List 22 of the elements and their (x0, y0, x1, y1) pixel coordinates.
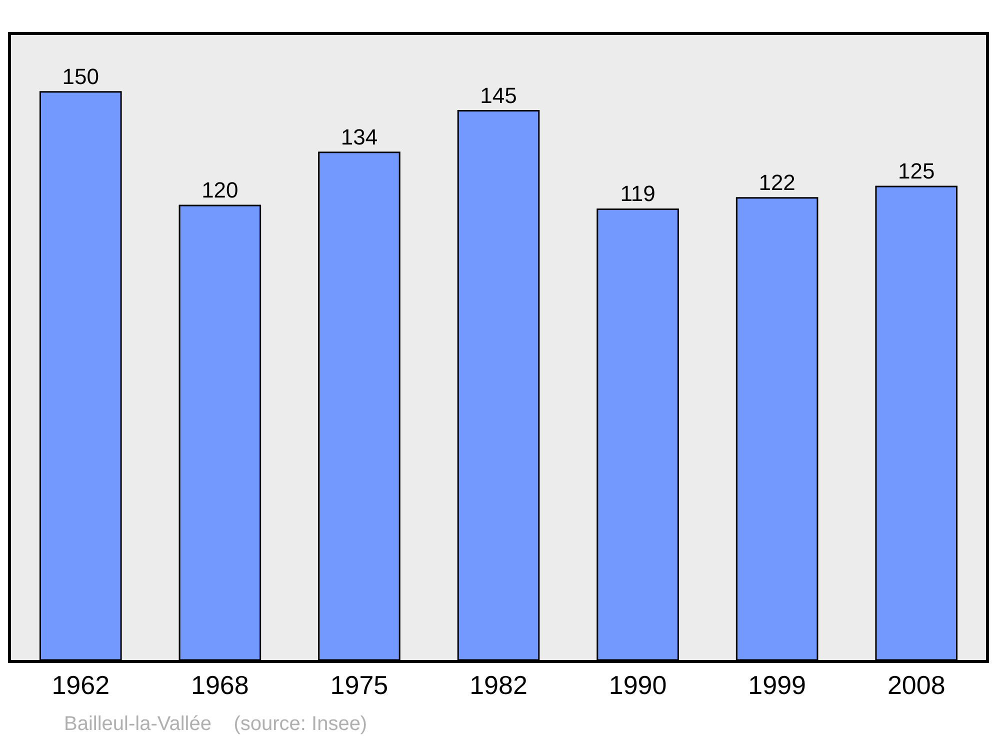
x-tick-label: 1999 (748, 670, 806, 700)
bar (875, 186, 958, 660)
bar (596, 208, 679, 660)
data-label: 122 (758, 170, 796, 195)
data-label: 125 (898, 158, 935, 184)
data-label: 119 (620, 181, 656, 206)
bar (736, 197, 818, 660)
data-label: 134 (340, 124, 378, 150)
bar (457, 110, 540, 660)
x-tick-label: 1982 (470, 670, 528, 700)
bar (178, 204, 262, 660)
x-tick-label: 2008 (887, 670, 946, 700)
bar (40, 91, 122, 660)
x-tick-label: 1990 (608, 670, 667, 700)
text: Bailleul-la-Vallée (source: Insee) (64, 713, 368, 735)
bar (318, 152, 400, 660)
x-tick-label: 1975 (330, 670, 388, 700)
x-tick-label: 1968 (191, 670, 249, 700)
data-label: 145 (480, 82, 517, 108)
data-label: 120 (202, 177, 238, 202)
data-label: 150 (62, 64, 100, 89)
x-tick-label: 1962 (52, 670, 110, 700)
